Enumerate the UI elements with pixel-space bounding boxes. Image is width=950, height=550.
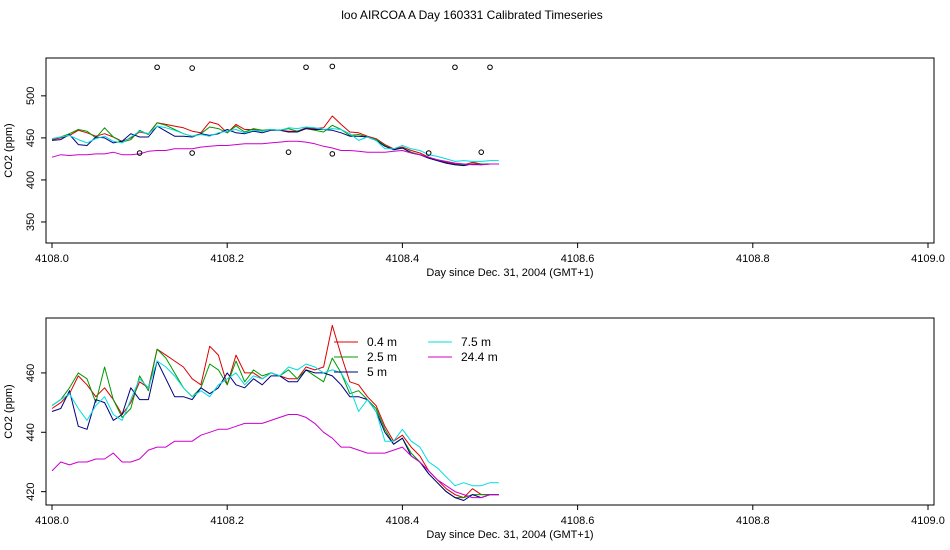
series-line-2-5-m [51, 348, 499, 499]
outlier-marker [329, 63, 336, 70]
y-tick-label: 420 [25, 482, 37, 500]
chart-panel-2: 4108.0 4108.2 4108.4 4108.6 4108.8 4109.0 420 4… [3, 317, 945, 541]
y-axis-label: CO2 (ppm) [3, 123, 15, 177]
legend-label: 2.5 m [367, 350, 397, 364]
outlier-marker [452, 64, 458, 71]
outlier-marker [189, 150, 195, 156]
x-tick-label: 4108.6 [561, 515, 595, 527]
legend-label: 0.4 m [367, 335, 397, 349]
x-axis-label: Day since Dec. 31, 2004 (GMT+1) [426, 267, 593, 279]
plot-frame [45, 317, 935, 506]
x-tick-label: 4108.4 [386, 515, 420, 527]
x-tick-label: 4108.0 [35, 253, 69, 265]
y-axis-label: CO2 (ppm) [3, 384, 15, 438]
legend-label: 7.5 m [461, 335, 491, 349]
x-tick-label: 4109.0 [911, 253, 945, 265]
y-tick-label: 350 [25, 213, 37, 231]
x-tick-label: 4108.0 [35, 515, 69, 527]
series-line-7-5-m [51, 360, 499, 487]
chart-panel-1: 4108.0 4108.2 4108.4 4108.6 4108.8 4109.0 350 4… [3, 57, 945, 279]
x-tick-label: 4108.6 [561, 253, 595, 265]
series-line-24-4-m [51, 140, 499, 166]
x-tick-label: 4108.8 [736, 253, 770, 265]
outlier-marker [487, 64, 493, 71]
x-tick-label: 4108.2 [210, 253, 244, 265]
series-line-7-5-m [51, 125, 499, 162]
x-tick-label: 4108.4 [386, 253, 420, 265]
y-tick-label: 440 [25, 423, 37, 441]
outlier-marker [189, 65, 195, 71]
y-tick-label: 400 [25, 171, 37, 189]
outlier-marker [285, 149, 292, 155]
x-axis-label: Day since Dec. 31, 2004 (GMT+1) [426, 529, 593, 541]
y-tick-label: 450 [25, 129, 37, 147]
outlier-marker [329, 151, 336, 157]
series-line-24-4-m [51, 414, 499, 499]
legend-label: 5 m [367, 365, 387, 379]
outlier-marker [303, 64, 309, 71]
figure-title: loo AIRCOA A Day 160331 Calibrated Times… [341, 8, 602, 22]
legend-label: 24.4 m [461, 350, 498, 364]
series-line-5-m [51, 360, 499, 501]
series-group [51, 324, 499, 501]
x-tick-label: 4109.0 [911, 515, 945, 527]
outlier-marker [478, 149, 485, 155]
outlier-marker [136, 150, 143, 156]
outlier-marker [425, 150, 432, 156]
outlier-marker [154, 64, 160, 71]
series-group [51, 115, 499, 167]
y-tick-label: 460 [25, 364, 37, 382]
y-tick-label: 500 [25, 87, 37, 105]
plot-frame [45, 57, 935, 244]
series-line-5-m [51, 125, 499, 167]
x-tick-label: 4108.8 [736, 515, 770, 527]
legend: 0.4 m2.5 m5 m 7.5 m24.4 m [334, 335, 498, 379]
x-tick-label: 4108.2 [210, 515, 244, 527]
